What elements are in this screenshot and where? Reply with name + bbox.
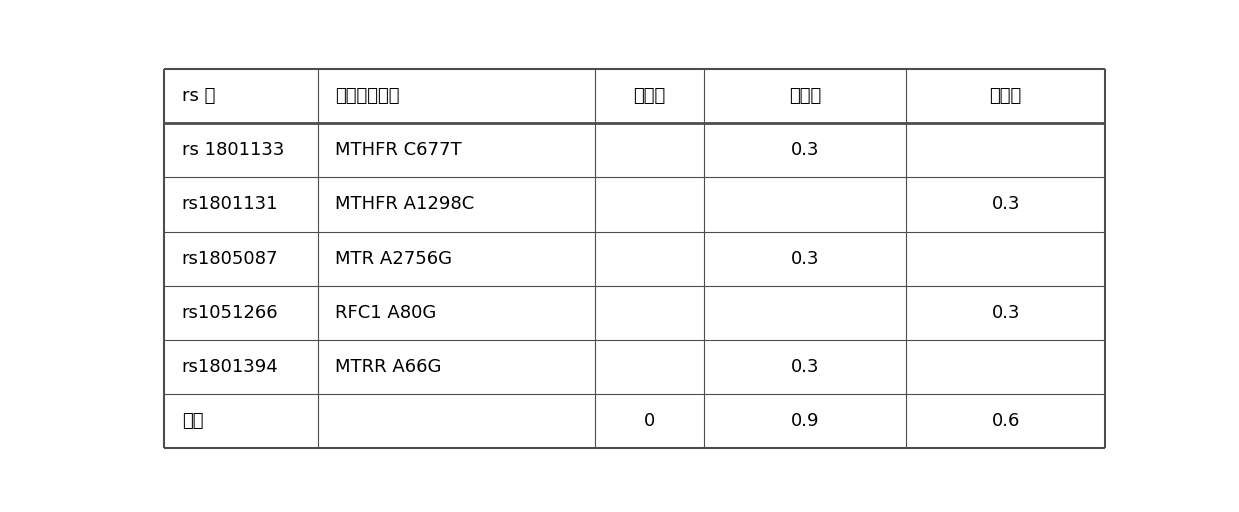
Text: rs1801131: rs1801131 xyxy=(182,196,279,214)
Text: rs1805087: rs1805087 xyxy=(182,249,279,268)
Text: 0.3: 0.3 xyxy=(790,249,819,268)
Text: 0.3: 0.3 xyxy=(991,304,1020,322)
Text: MTR A2756G: MTR A2756G xyxy=(335,249,452,268)
Text: 总分: 总分 xyxy=(182,412,203,430)
Text: 野生型: 野生型 xyxy=(633,88,665,105)
Text: 0.3: 0.3 xyxy=(991,196,1020,214)
Text: 0.9: 0.9 xyxy=(790,412,819,430)
Text: MTHFR C677T: MTHFR C677T xyxy=(335,141,462,159)
Text: rs 号: rs 号 xyxy=(182,88,216,105)
Text: 0.3: 0.3 xyxy=(790,358,819,376)
Text: MTRR A66G: MTRR A66G xyxy=(335,358,441,376)
Text: 0.6: 0.6 xyxy=(991,412,1020,430)
Text: RFC1 A80G: RFC1 A80G xyxy=(335,304,436,322)
Text: 基因位点名称: 基因位点名称 xyxy=(335,88,400,105)
Text: 杂合型: 杂合型 xyxy=(789,88,821,105)
Text: 风险型: 风险型 xyxy=(990,88,1022,105)
Text: rs 1801133: rs 1801133 xyxy=(182,141,284,159)
Text: 0: 0 xyxy=(644,412,655,430)
Text: MTHFR A1298C: MTHFR A1298C xyxy=(335,196,475,214)
Text: rs1051266: rs1051266 xyxy=(182,304,279,322)
Text: 0.3: 0.3 xyxy=(790,141,819,159)
Text: rs1801394: rs1801394 xyxy=(182,358,279,376)
